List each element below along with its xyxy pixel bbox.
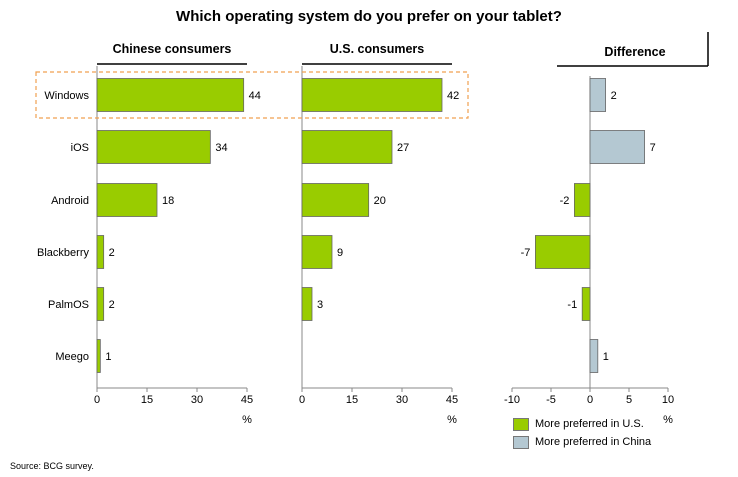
category-label-android: Android <box>51 195 89 207</box>
data-label-us-android: 20 <box>374 195 386 207</box>
data-label-chinese-meego: 1 <box>105 351 111 363</box>
x-tick-label-difference: 5 <box>626 394 632 406</box>
x-tick-label-difference: -5 <box>546 394 556 406</box>
bar-difference-windows <box>589 78 607 112</box>
data-label-difference-blackberry: -7 <box>521 247 531 259</box>
bar-chinese-android <box>96 183 158 217</box>
x-tick-label-difference: 10 <box>662 394 674 406</box>
bar-difference-palmos <box>581 287 591 321</box>
data-label-us-blackberry: 9 <box>337 247 343 259</box>
x-axis-unit-difference: % <box>663 414 673 426</box>
legend-swatch-china <box>513 436 529 449</box>
data-label-difference-android: -2 <box>560 195 570 207</box>
legend-swatch-us <box>513 418 529 431</box>
data-label-difference-palmos: -1 <box>567 299 577 311</box>
data-label-chinese-android: 18 <box>162 195 174 207</box>
x-tick-label-difference: -10 <box>504 394 520 406</box>
category-label-palmos: PalmOS <box>48 299 89 311</box>
x-axis-unit-us: % <box>447 414 457 426</box>
data-label-difference-meego: 1 <box>603 351 609 363</box>
x-tick-label-chinese: 0 <box>94 394 100 406</box>
x-tick-label-difference: 0 <box>587 394 593 406</box>
category-label-ios: iOS <box>71 142 89 154</box>
data-label-us-ios: 27 <box>397 142 409 154</box>
data-label-chinese-blackberry: 2 <box>109 247 115 259</box>
bar-difference-meego <box>589 339 599 373</box>
x-tick-label-us: 30 <box>396 394 408 406</box>
x-axis-unit-chinese: % <box>242 414 252 426</box>
data-label-difference-ios: 7 <box>650 142 656 154</box>
bar-chinese-blackberry <box>96 235 105 269</box>
bar-us-blackberry <box>301 235 333 269</box>
category-label-meego: Meego <box>55 351 89 363</box>
bar-difference-android <box>574 183 591 217</box>
data-label-us-palmos: 3 <box>317 299 323 311</box>
legend-label-china: More preferred in China <box>535 436 652 448</box>
bar-chinese-windows <box>96 78 245 112</box>
bar-us-android <box>301 183 370 217</box>
data-label-us-windows: 42 <box>447 90 459 102</box>
panel-title-difference: Difference <box>604 45 666 59</box>
data-label-chinese-palmos: 2 <box>109 299 115 311</box>
panel-title-chinese: Chinese consumers <box>112 42 232 56</box>
x-tick-label-us: 15 <box>346 394 358 406</box>
x-tick-label-us: 45 <box>446 394 458 406</box>
legend-label-us: More preferred in U.S. <box>535 418 644 430</box>
bar-chinese-ios <box>96 130 211 164</box>
x-tick-label-chinese: 15 <box>141 394 153 406</box>
x-tick-label-us: 0 <box>299 394 305 406</box>
data-label-difference-windows: 2 <box>611 90 617 102</box>
x-tick-label-chinese: 45 <box>241 394 253 406</box>
highlight-box-windows <box>35 71 469 119</box>
bar-chinese-meego <box>96 339 101 373</box>
bar-us-ios <box>301 130 393 164</box>
data-label-chinese-ios: 34 <box>215 142 227 154</box>
bar-us-palmos <box>301 287 313 321</box>
data-label-chinese-windows: 44 <box>249 90 261 102</box>
bar-us-windows <box>301 78 443 112</box>
category-label-blackberry: Blackberry <box>37 247 89 259</box>
bar-chinese-palmos <box>96 287 105 321</box>
panel-title-us: U.S. consumers <box>329 42 425 56</box>
bar-difference-blackberry <box>535 235 591 269</box>
bar-difference-ios <box>589 130 645 164</box>
source-note: Source: BCG survey. <box>10 461 94 471</box>
x-tick-label-chinese: 30 <box>191 394 203 406</box>
chart-title: Which operating system do you prefer on … <box>176 8 562 25</box>
category-label-windows: Windows <box>44 90 89 102</box>
